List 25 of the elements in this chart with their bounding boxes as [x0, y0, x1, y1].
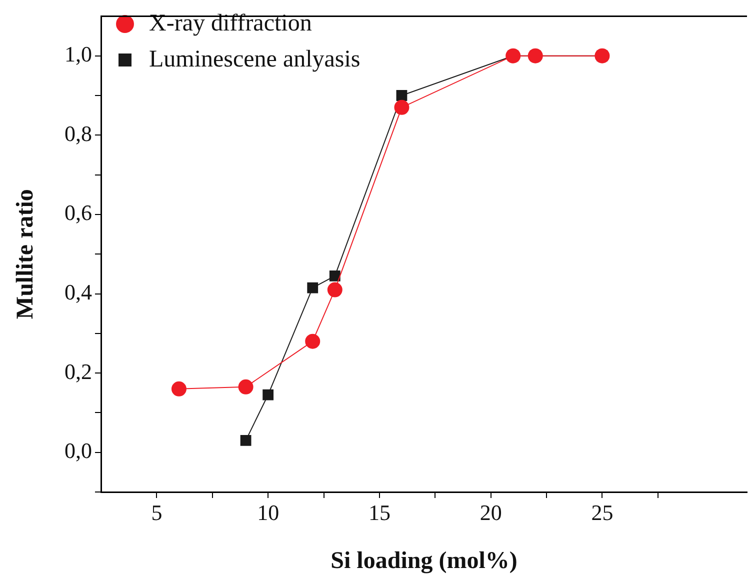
y-axis-title: Mullite ratio	[12, 189, 39, 320]
x-tick-label: 15	[368, 500, 390, 525]
point	[396, 90, 408, 101]
point	[394, 100, 410, 115]
y-tick-label: 0,4	[64, 280, 92, 305]
point	[327, 282, 342, 298]
y-tick-label: 0,6	[64, 200, 92, 226]
point	[240, 435, 252, 446]
y-tick-label: 0,0	[64, 438, 92, 464]
point	[171, 381, 186, 396]
x-axis-title: Si loading (mol%)	[330, 548, 518, 574]
point	[262, 389, 274, 400]
legend-label: X-ray diffraction	[149, 10, 312, 36]
x-tick-label: 10	[257, 500, 280, 525]
x-tick-label: 5	[151, 500, 162, 525]
point	[307, 282, 318, 294]
y-tick-label: 0,2	[64, 358, 92, 384]
point	[238, 379, 254, 394]
point	[305, 334, 320, 349]
x-tick-label: 20	[480, 500, 502, 525]
x-tick-label: 25	[591, 500, 614, 525]
legend-label: Luminescene anlyasis	[149, 46, 360, 72]
y-tick-label: 1,0	[64, 42, 92, 67]
y-tick-label: 0,8	[64, 120, 92, 146]
point	[329, 270, 340, 282]
